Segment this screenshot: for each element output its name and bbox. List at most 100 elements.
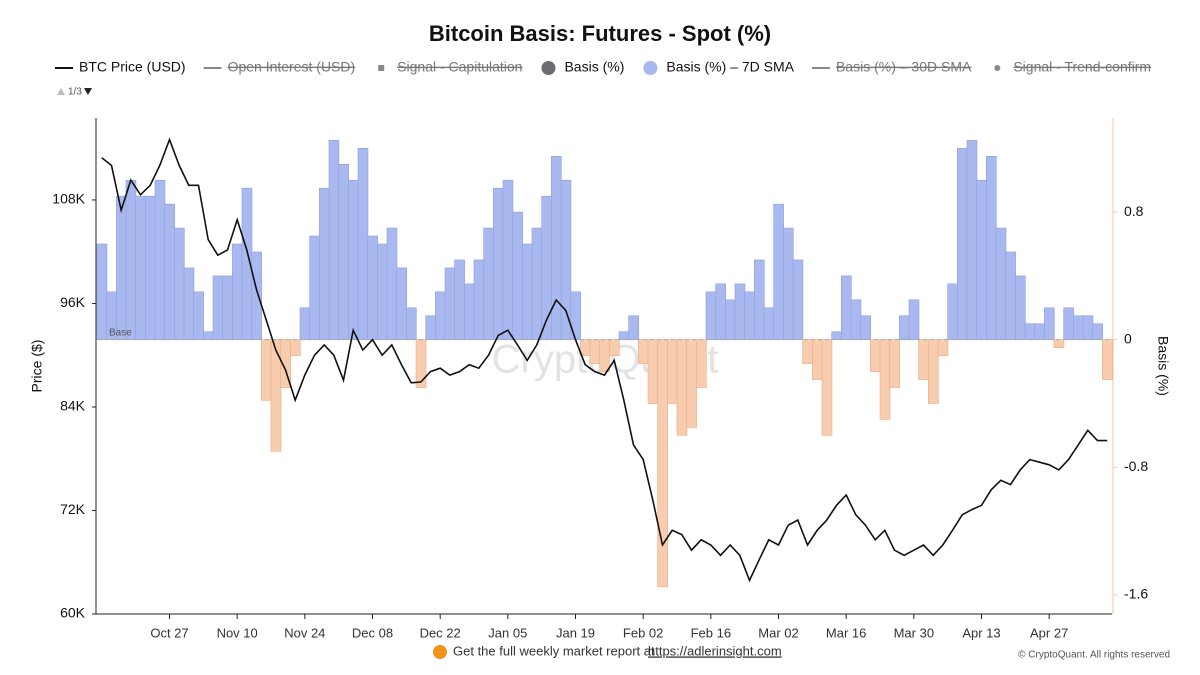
bar [473, 259, 485, 340]
bar [145, 195, 156, 340]
bar [464, 283, 475, 340]
bar [783, 227, 794, 340]
bar [299, 307, 311, 340]
legend-label: Basis (%) [564, 59, 624, 75]
chart-title: Bitcoin Basis: Futures - Spot (%) [429, 21, 771, 46]
bar [251, 251, 262, 340]
bar [125, 179, 137, 340]
y2-axis-title: Basis (%) [1155, 336, 1171, 396]
bar [821, 339, 833, 436]
bar [96, 243, 108, 340]
bar [986, 155, 997, 340]
bar [744, 291, 755, 340]
bar [319, 187, 330, 340]
price-line [101, 137, 1108, 583]
bar [222, 275, 233, 340]
x-tick-label: Feb 02 [623, 625, 663, 640]
pager-down[interactable] [84, 88, 92, 95]
x-tick-label: Mar 30 [894, 625, 934, 640]
bar [415, 339, 427, 388]
bar [164, 203, 175, 340]
bar [773, 203, 784, 340]
bar [454, 259, 465, 340]
y2-tick-label: -1.6 [1124, 586, 1148, 602]
legend-label: Basis (%) – 7D SMA [666, 59, 794, 75]
legend-item[interactable]: BTC Price (USD) [55, 59, 186, 75]
bar [802, 339, 813, 364]
x-tick-label: Oct 27 [150, 625, 188, 640]
bar [1102, 339, 1113, 380]
bar [696, 339, 707, 388]
bar [193, 291, 204, 340]
bar [290, 339, 301, 356]
bar [889, 339, 900, 388]
y-tick-label: 96K [60, 294, 86, 310]
bar [493, 187, 504, 340]
y-axis-title: Price ($) [29, 340, 45, 393]
bar [483, 227, 494, 340]
x-tick-label: Feb 16 [691, 625, 731, 640]
x-tick-label: Apr 13 [962, 625, 1000, 640]
bar [551, 155, 562, 340]
bar [386, 227, 398, 340]
legend-item[interactable]: Signal - Capitulation [378, 59, 522, 75]
bar [406, 307, 417, 340]
bar [396, 267, 407, 340]
bar [1053, 339, 1065, 348]
bar [1034, 323, 1045, 340]
x-tick-label: Nov 24 [284, 625, 325, 640]
bar [212, 275, 224, 340]
bar [860, 315, 871, 340]
legend-label: Open Interest (USD) [228, 59, 356, 75]
bar [1005, 251, 1016, 340]
bar [261, 339, 272, 401]
bar [203, 331, 214, 340]
bar [763, 307, 775, 340]
bar [1063, 307, 1074, 340]
x-tick-label: Dec 22 [420, 625, 461, 640]
bar [850, 299, 862, 340]
base-label: Base [109, 327, 132, 338]
pager: 1/3 [68, 87, 82, 98]
pager-up[interactable] [57, 88, 65, 95]
bar [657, 339, 668, 588]
bar [512, 211, 523, 340]
legend-marker [994, 65, 1001, 71]
footer-link[interactable]: https://adlerinsight.com [648, 643, 782, 658]
bar [734, 283, 746, 340]
footer-icon [433, 645, 447, 659]
bar [1015, 275, 1026, 340]
bar [309, 235, 320, 340]
bar [357, 148, 369, 340]
copyright: © CryptoQuant. All rights reserved [1018, 650, 1170, 661]
bar [638, 339, 649, 364]
legend-item[interactable]: Basis (%) – 30D SMA [811, 59, 972, 75]
legend-item[interactable]: Basis (%) – 7D SMA [643, 59, 795, 75]
bar [705, 291, 717, 340]
bar [599, 339, 610, 372]
bar [618, 331, 630, 340]
bar [831, 331, 842, 340]
bar [348, 179, 359, 340]
legend-label: Signal - Capitulation [397, 59, 522, 75]
y-tick-label: 84K [60, 398, 86, 414]
bar [792, 259, 804, 340]
bar [928, 339, 939, 404]
bar [1092, 323, 1103, 340]
x-tick-label: Nov 10 [217, 625, 258, 640]
legend-item[interactable]: Open Interest (USD) [203, 59, 356, 75]
legend-item[interactable]: Signal - Trend-confirm [994, 59, 1151, 75]
bar [841, 275, 852, 340]
y2-tick-label: 0 [1124, 330, 1132, 346]
y-tick-label: 60K [60, 605, 86, 621]
legend-item[interactable]: Basis (%) [541, 59, 624, 75]
legend-marker [541, 61, 556, 75]
bar [957, 148, 968, 340]
bar [135, 195, 146, 340]
bar [425, 315, 436, 340]
y2-tick-label: 0.8 [1124, 203, 1144, 219]
x-tick-label: Apr 27 [1030, 625, 1068, 640]
bar [725, 299, 736, 340]
bar [754, 259, 765, 340]
